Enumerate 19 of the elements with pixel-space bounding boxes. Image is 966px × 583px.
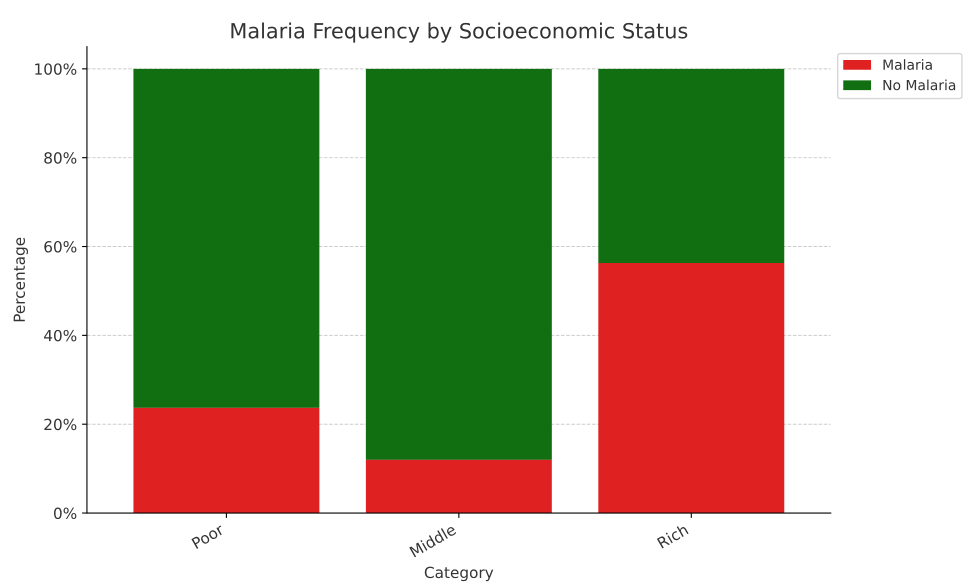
y-axis-title: Percentage — [14, 238, 28, 322]
x-axis-title: Category — [424, 566, 494, 582]
bar — [598, 68, 784, 263]
y-tick-label: 80% — [44, 152, 76, 164]
bar — [133, 68, 320, 408]
y-tick-label: 60% — [44, 240, 76, 253]
legend-label: No Malaria — [884, 80, 956, 90]
x-tick-label: Poor — [191, 523, 225, 550]
x-tick-label: Rich — [656, 523, 689, 549]
bar — [366, 68, 552, 460]
y-tick-label: 20% — [44, 418, 76, 430]
chart-title: Malaria Frequency by Socioeconomic Status — [231, 22, 688, 43]
bar — [133, 408, 320, 514]
y-tick-label: 100% — [35, 63, 76, 75]
bar — [366, 460, 552, 514]
legend-label: Malaria — [884, 59, 932, 70]
bar — [598, 262, 784, 514]
y-tick-label: 0% — [54, 508, 76, 520]
y-tick-label: 40% — [44, 330, 76, 342]
